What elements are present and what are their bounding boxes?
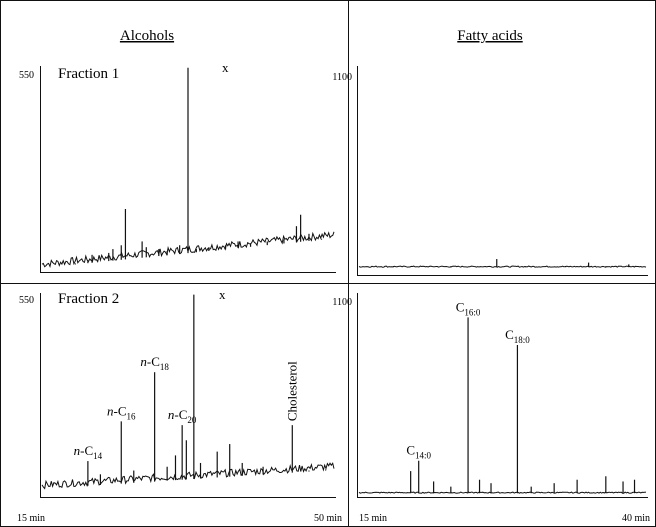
panel-f1-alcohols: 550 Fraction 1 x (19, 60, 336, 273)
chromatogram-3: n-C14 n-C16 n-C18 n-C20 Cholesterol (41, 294, 335, 490)
x-start-label: 15 min (359, 513, 387, 524)
peak-label-c140: C14:0 (406, 443, 431, 461)
header-alcohols: Alcohols (120, 28, 174, 44)
panel-f1-fatty-acids: 1100 (332, 66, 648, 276)
standard-marker-x: x (222, 60, 229, 75)
baseline-trace (358, 265, 647, 268)
peak-label-nc14: n-C14 (74, 443, 103, 461)
peak-label-c180: C18:0 (505, 327, 530, 345)
y-max-label: 1100 (332, 297, 352, 308)
y-max-label: 1100 (332, 72, 352, 83)
peak-label-nc18: n-C18 (140, 354, 169, 372)
chromatogram-4: C14:0 C16:0 C18:0 (358, 299, 647, 494)
fraction-label: Fraction 1 (58, 66, 119, 82)
peak-label-nc16: n-C16 (107, 403, 136, 421)
peak-label-nc20: n-C20 (168, 407, 197, 425)
chromatogram-1 (41, 67, 335, 268)
standard-marker-x: x (219, 287, 226, 302)
fraction-label: Fraction 2 (58, 291, 119, 307)
chromatogram-2 (358, 259, 647, 268)
header-fatty-acids: Fatty acids (457, 28, 523, 44)
panel-f2-alcohols: 550 Fraction 2 x 15 min 50 min (17, 287, 342, 524)
y-max-label: 550 (19, 295, 34, 306)
x-end-label: 40 min (622, 513, 650, 524)
panel-f2-fatty-acids: 1100 15 min 40 min (332, 293, 650, 524)
baseline-trace (41, 462, 335, 490)
x-end-label: 50 min (314, 513, 342, 524)
peak-label-cholesterol: Cholesterol (284, 361, 299, 421)
y-max-label: 550 (19, 70, 34, 81)
peak-label-c160: C16:0 (456, 299, 481, 317)
baseline-trace (358, 491, 647, 494)
x-start-label: 15 min (17, 513, 45, 524)
